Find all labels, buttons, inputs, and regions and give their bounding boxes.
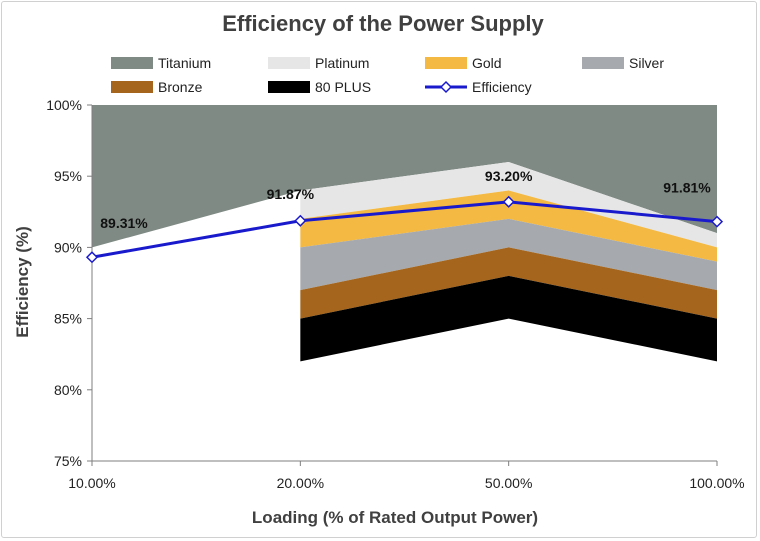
band-gold xyxy=(300,190,717,262)
x-tick-label: 10.00% xyxy=(68,475,115,491)
legend: Titanium Platinum Gold Silver Bronze 80 PLUS E… xyxy=(111,55,664,95)
band-80-plus xyxy=(300,275,717,362)
legend-label: Titanium xyxy=(158,55,211,71)
chart-title: Efficiency of the Power Supply xyxy=(222,11,544,36)
efficiency-series: 89.31% 91.87% 93.20% 91.81% xyxy=(85,168,724,264)
x-tick-label: 50.00% xyxy=(485,475,532,491)
x-tick-label: 100.00% xyxy=(689,475,744,491)
data-point xyxy=(85,251,99,264)
legend-label: Efficiency xyxy=(472,79,532,95)
band-silver xyxy=(300,218,717,291)
legend-swatch xyxy=(425,57,467,69)
legend-item-platinum: Platinum xyxy=(268,55,369,71)
band-bronze xyxy=(300,247,717,319)
data-point xyxy=(502,195,515,208)
legend-swatch xyxy=(111,57,153,69)
legend-label: Gold xyxy=(472,55,502,71)
x-axis-title: Loading (% of Rated Output Power) xyxy=(252,508,538,527)
y-tick-label: 80% xyxy=(54,382,82,398)
legend-label: Silver xyxy=(629,55,664,71)
legend-label: Bronze xyxy=(158,79,203,95)
data-label: 91.87% xyxy=(267,186,315,202)
data-label: 93.20% xyxy=(485,168,533,184)
x-tick-label: 20.00% xyxy=(277,475,324,491)
y-axis-title: Efficiency (%) xyxy=(13,226,32,337)
data-point xyxy=(294,214,307,227)
legend-item-titanium: Titanium xyxy=(111,55,211,71)
legend-swatch xyxy=(111,81,153,93)
y-tick-label: 100% xyxy=(46,97,82,113)
legend-item-efficiency: Efficiency xyxy=(425,79,532,95)
legend-swatch xyxy=(582,57,624,69)
y-tick-label: 85% xyxy=(54,311,82,327)
band-platinum xyxy=(300,161,717,248)
legend-item-80-plus: 80 PLUS xyxy=(268,79,371,95)
legend-marker xyxy=(439,80,453,94)
legend-item-silver: Silver xyxy=(582,55,664,71)
data-label: 89.31% xyxy=(100,215,148,231)
efficiency-bands xyxy=(92,105,717,362)
legend-swatch xyxy=(268,81,310,93)
y-tick-label: 75% xyxy=(54,453,82,469)
y-tick-label: 95% xyxy=(54,168,82,184)
axes: 75% 80% 85% 90% 95% 100% 10.00% 20.00% 50.00% 100… xyxy=(46,97,744,491)
data-label: 91.81% xyxy=(663,180,711,196)
legend-label: Platinum xyxy=(315,55,369,71)
y-tick-label: 90% xyxy=(54,239,82,255)
data-point xyxy=(710,215,724,228)
legend-label: 80 PLUS xyxy=(315,79,371,95)
legend-item-gold: Gold xyxy=(425,55,502,71)
band-titanium xyxy=(92,105,717,248)
legend-swatch xyxy=(268,57,310,69)
series-line-efficiency xyxy=(91,200,718,259)
legend-item-bronze: Bronze xyxy=(111,79,203,95)
